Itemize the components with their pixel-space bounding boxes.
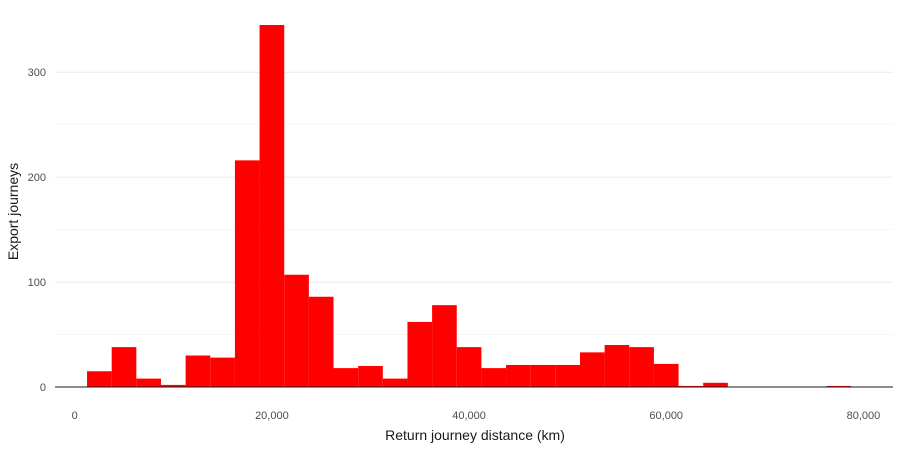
histogram-bar: [234, 160, 260, 387]
histogram-bar: [506, 364, 531, 387]
histogram-bar: [160, 384, 186, 387]
histogram-bar: [579, 352, 605, 387]
histogram-bar: [703, 382, 728, 387]
histogram-bar: [555, 364, 580, 387]
histogram-bar: [111, 347, 137, 387]
x-tick-label: 80,000: [847, 410, 881, 422]
histogram-bar: [826, 385, 852, 387]
y-tick-label: 300: [28, 67, 46, 79]
histogram-bar: [432, 305, 457, 387]
x-tick-label: 20,000: [255, 410, 289, 422]
x-axis-tick-labels: 0 20,000 40,000 60,000 80,000: [72, 410, 881, 422]
histogram-bar: [382, 378, 408, 387]
histogram-bar: [456, 347, 482, 387]
histogram-bar: [530, 364, 556, 387]
y-tick-label: 0: [40, 382, 46, 394]
y-tick-label: 200: [28, 172, 46, 184]
y-tick-label: 100: [28, 277, 46, 289]
histogram-bar: [333, 368, 359, 387]
histogram-bar: [87, 371, 112, 387]
y-axis-tick-labels: 0 100 200 300: [28, 67, 46, 394]
x-axis-title: Return journey distance (km): [385, 427, 565, 443]
histogram-bar: [407, 321, 433, 387]
gridlines: [55, 71, 893, 335]
histogram-bars: [87, 25, 852, 387]
histogram-bar: [259, 25, 285, 387]
histogram-bar: [358, 366, 383, 387]
histogram-bar: [210, 357, 235, 387]
x-tick-label: 60,000: [649, 410, 683, 422]
histogram-bar: [284, 274, 309, 387]
histogram-bar: [185, 355, 211, 387]
histogram-bar: [136, 378, 161, 387]
x-tick-label: 40,000: [452, 410, 486, 422]
histogram-bar: [604, 345, 630, 387]
histogram-bar: [653, 363, 679, 387]
histogram-bar: [481, 368, 507, 387]
y-axis-title: Export journeys: [5, 163, 21, 260]
histogram-bar: [308, 296, 334, 387]
histogram-bar: [678, 385, 704, 387]
x-tick-label: 0: [72, 410, 78, 422]
histogram-bar: [629, 347, 654, 387]
